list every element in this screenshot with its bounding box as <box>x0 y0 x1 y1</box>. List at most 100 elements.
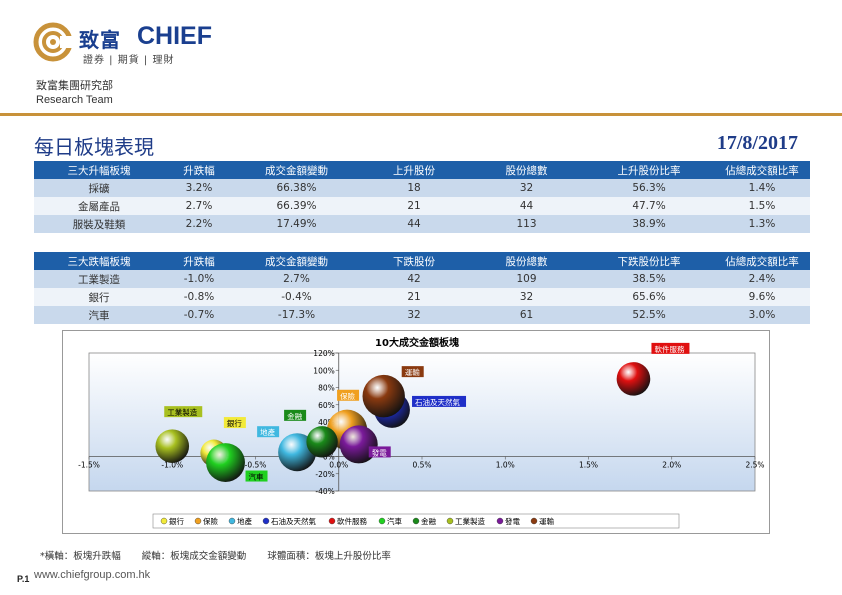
table-cell: 21 <box>359 197 469 215</box>
top-losers-table: 三大跌幅板塊 升跌幅 成交金額變動 下跌股份 股份總數 下跌股份比率 佔總成交額… <box>34 252 810 324</box>
table-cell: 1.5% <box>714 197 810 215</box>
bubble-chart-svg: 10大成交金額板塊 -40%-20%0%20%40%60%80%100%120%… <box>78 336 765 529</box>
table-cell: 44 <box>469 197 584 215</box>
footnote-y-axis: 縱軸：板塊成交金額變動 <box>141 551 247 562</box>
bubble-7 <box>155 429 190 463</box>
legend-label: 金融 <box>421 516 436 526</box>
column-header: 股份總數 <box>469 252 584 270</box>
bubble-8 <box>339 425 378 464</box>
bubble-label: 運輸 <box>405 367 420 377</box>
table-cell: 38.5% <box>584 270 714 288</box>
column-header: 股份總數 <box>469 161 584 179</box>
table-cell: -0.4% <box>234 288 359 306</box>
legend-marker <box>328 517 336 525</box>
table-cell: -17.3% <box>234 306 359 324</box>
table-cell: 2.2% <box>164 215 234 233</box>
table-cell: 65.6% <box>584 288 714 306</box>
top-gainers-table: 三大升幅板塊 升跌幅 成交金額變動 上升股份 股份總數 上升股份比率 佔總成交額… <box>34 161 810 233</box>
table-cell: 66.38% <box>234 179 359 197</box>
table-cell: 18 <box>359 179 469 197</box>
y-tick-label: 120% <box>313 349 334 358</box>
table-cell: 47.7% <box>584 197 714 215</box>
legend-label: 石油及天然氣 <box>271 516 316 526</box>
table-cell: 32 <box>359 306 469 324</box>
footnote-x-axis: *橫軸：板塊升跌幅 <box>40 551 121 562</box>
report-date: 17/8/2017 <box>716 132 798 154</box>
chart-title: 10大成交金額板塊 <box>375 336 459 349</box>
y-tick-label: 80% <box>318 384 335 393</box>
table-cell: 56.3% <box>584 179 714 197</box>
x-tick-label: 1.5% <box>579 461 598 470</box>
y-tick-label: 0% <box>323 453 335 462</box>
website-link[interactable]: www.chiefgroup.com.hk <box>34 569 151 581</box>
table-cell: 3.0% <box>714 306 810 324</box>
logo-swirl-icon <box>33 22 73 62</box>
bubble-9 <box>362 374 405 418</box>
table-cell: 38.9% <box>584 215 714 233</box>
table-cell: 1.4% <box>714 179 810 197</box>
table-cell: 金屬產品 <box>34 197 164 215</box>
bubble-label: 地產 <box>260 427 275 437</box>
bubble-label-bg <box>257 426 280 438</box>
bubble-label-bg <box>401 366 424 378</box>
x-tick-label: -0.5% <box>245 461 267 470</box>
y-tick-label: -20% <box>315 470 334 479</box>
table-cell: 32 <box>469 288 584 306</box>
legend-marker <box>496 517 504 525</box>
bubble-label: 工業製造 <box>167 407 197 417</box>
x-tick-label: 2.0% <box>662 461 681 470</box>
table-cell: 3.2% <box>164 179 234 197</box>
x-tick-label: 1.0% <box>496 461 515 470</box>
legend-marker <box>194 517 202 525</box>
table-cell: 2.4% <box>714 270 810 288</box>
company-logo: 致富 CHIEF 證券 | 期貨 | 理財 <box>33 22 243 68</box>
table-cell: 2.7% <box>234 270 359 288</box>
bubble-chart: 10大成交金額板塊 -40%-20%0%20%40%60%80%100%120%… <box>62 330 770 534</box>
column-header: 下跌股份 <box>359 252 469 270</box>
legend-marker <box>262 517 270 525</box>
column-header: 成交金額變動 <box>234 161 359 179</box>
x-tick-label: 0.0% <box>329 461 348 470</box>
page-number: P.1 <box>17 574 30 584</box>
x-tick-label: -1.0% <box>161 461 183 470</box>
legend-label: 汽車 <box>387 516 402 526</box>
table-row: 服裝及鞋類 2.2% 17.49% 44 113 38.9% 1.3% <box>34 215 810 233</box>
y-tick-label: 60% <box>318 401 335 410</box>
table-cell: -0.7% <box>164 306 234 324</box>
table-row: 汽車 -0.7% -17.3% 32 61 52.5% 3.0% <box>34 306 810 324</box>
logo-subtitle: 證券 | 期貨 | 理財 <box>83 55 175 66</box>
bubble-label: 發電 <box>372 448 387 457</box>
table-cell: 109 <box>469 270 584 288</box>
chart-footnote: *橫軸：板塊升跌幅 縱軸：板塊成交金額變動 球體面積：板塊上升股份比率 <box>40 548 409 562</box>
page-title: 每日板塊表現 <box>34 135 154 159</box>
bubble-label: 石油及天然氣 <box>415 397 460 407</box>
bubble-label-bg <box>368 446 391 458</box>
table-header-row: 三大跌幅板塊 升跌幅 成交金額變動 下跌股份 股份總數 下跌股份比率 佔總成交額… <box>34 252 810 270</box>
legend-marker <box>228 517 236 525</box>
legend-label: 軟件服務 <box>337 516 367 526</box>
table-cell: 17.49% <box>234 215 359 233</box>
column-header: 升跌幅 <box>164 252 234 270</box>
bubble-label-bg <box>337 389 360 401</box>
column-header: 佔總成交額比率 <box>714 252 810 270</box>
table-cell: 採礦 <box>34 179 164 197</box>
header-divider <box>0 113 842 116</box>
bubble-label: 保險 <box>340 391 355 401</box>
table-cell: 9.6% <box>714 288 810 306</box>
table-cell: 113 <box>469 215 584 233</box>
legend-label: 發電 <box>505 517 520 526</box>
x-tick-label: -1.5% <box>78 461 100 470</box>
table-cell: 銀行 <box>34 288 164 306</box>
table-cell: 61 <box>469 306 584 324</box>
table-cell: -0.8% <box>164 288 234 306</box>
column-header: 升跌幅 <box>164 161 234 179</box>
bubble-label: 汽車 <box>249 472 264 482</box>
y-tick-label: -40% <box>315 487 334 496</box>
table-row: 金屬產品 2.7% 66.39% 21 44 47.7% 1.5% <box>34 197 810 215</box>
table-row: 採礦 3.2% 66.38% 18 32 56.3% 1.4% <box>34 179 810 197</box>
department: 致富集團研究部 Research Team <box>36 78 113 108</box>
x-tick-label: 0.5% <box>412 461 431 470</box>
bubble-label-bg <box>284 409 307 421</box>
table-row: 工業製造 -1.0% 2.7% 42 109 38.5% 2.4% <box>34 270 810 288</box>
column-header: 上升股份比率 <box>584 161 714 179</box>
